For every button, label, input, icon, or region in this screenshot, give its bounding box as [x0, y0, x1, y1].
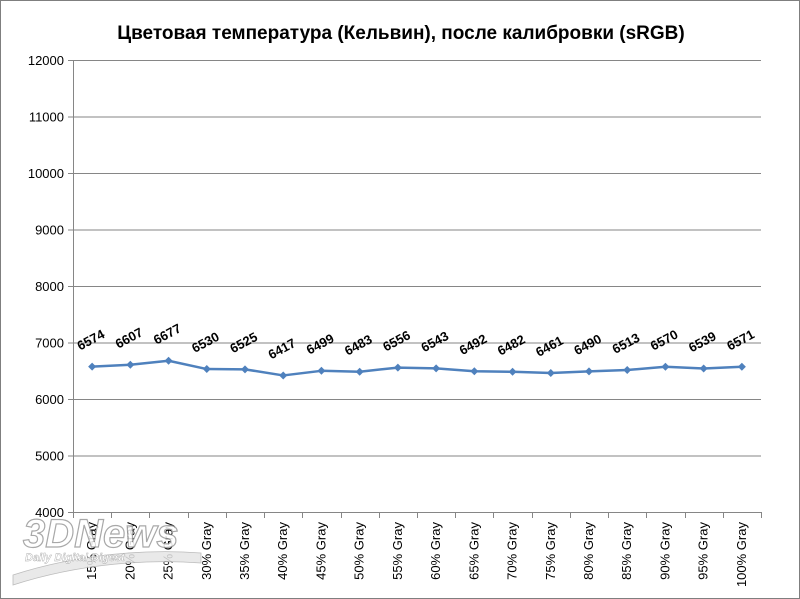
x-tick-label: 60% Gray — [428, 522, 443, 580]
data-point — [623, 366, 632, 375]
gridlines — [73, 60, 761, 513]
data-point — [355, 367, 364, 376]
data-label: 6570 — [648, 327, 681, 354]
data-point — [508, 367, 517, 376]
data-point — [164, 356, 173, 365]
x-tick-label: 30% Gray — [199, 522, 214, 580]
series-path — [92, 359, 742, 377]
x-tick-label: 70% Gray — [505, 522, 520, 580]
data-point — [393, 363, 402, 372]
x-tick-label: 80% Gray — [581, 522, 596, 580]
x-tick-label: 95% Gray — [696, 522, 711, 580]
data-point — [241, 365, 249, 374]
data-point — [126, 360, 135, 369]
x-tick-label: 100% Gray — [734, 522, 749, 588]
data-label: 6571 — [724, 327, 757, 354]
y-tick-label: 7000 — [35, 336, 64, 351]
data-label: 6556 — [380, 327, 413, 354]
y-tick-label: 4000 — [35, 505, 64, 520]
watermark-swoosh — [12, 551, 202, 586]
data-point — [470, 367, 479, 376]
x-tick-label: 65% Gray — [466, 522, 481, 580]
watermark-tagline: Daily Digital Digest — [25, 552, 126, 564]
y-tick-label: 10000 — [28, 166, 64, 181]
data-point — [546, 368, 555, 377]
y-tick-label: 8000 — [35, 279, 64, 294]
data-label: 6513 — [610, 330, 643, 357]
x-axis-ticks: 15% Gray 20% Gray 25% Gray 30% Gray 35% Gray… — [84, 522, 749, 588]
watermark-logo: 3DNews Daily Digital Digest — [12, 511, 202, 586]
x-tick-label: 40% Gray — [275, 522, 290, 580]
data-point — [737, 362, 746, 371]
chart-title: Цветовая температура (Кельвин), после ка… — [117, 23, 684, 44]
x-tick-label: 50% Gray — [352, 522, 367, 580]
series-line — [88, 356, 746, 380]
data-label: 6543 — [418, 328, 451, 355]
watermark-logo-text: 3DNews — [23, 512, 179, 556]
data-point — [202, 365, 211, 374]
data-point — [317, 366, 326, 375]
data-label: 6490 — [571, 331, 604, 358]
data-label: 6607 — [113, 325, 146, 352]
x-tick-label: 75% Gray — [543, 522, 558, 580]
data-point — [279, 371, 288, 380]
y-tick-label: 12000 — [28, 53, 64, 68]
data-label: 6530 — [189, 329, 222, 356]
x-tick-label: 25% Gray — [161, 522, 176, 580]
data-label: 6482 — [495, 332, 528, 359]
y-tick-label: 9000 — [35, 223, 64, 238]
data-label: 6492 — [457, 331, 490, 358]
x-tick-label: 35% Gray — [237, 522, 252, 580]
data-point — [88, 362, 97, 371]
data-label: 6417 — [266, 335, 299, 362]
data-labels: 6574 6607 6677 6530 6525 6417 6499 6483 6556 6543… — [74, 321, 756, 363]
y-tick-label: 6000 — [35, 392, 64, 407]
data-label: 6483 — [342, 332, 375, 359]
data-point — [432, 364, 441, 373]
x-tick-label: 20% Gray — [122, 522, 137, 580]
x-tick-label: 55% Gray — [390, 522, 405, 580]
x-tick-label: 90% Gray — [657, 522, 672, 580]
data-point — [699, 364, 708, 373]
x-tick-label: 85% Gray — [619, 522, 634, 580]
y-tick-label: 11000 — [29, 110, 64, 125]
data-point — [661, 362, 670, 371]
data-label: 6525 — [227, 329, 260, 356]
x-tick-label: 45% Gray — [313, 522, 328, 580]
y-tick-label: 5000 — [35, 449, 64, 464]
axes — [68, 60, 762, 518]
y-axis-ticks: 4000 5000 6000 7000 8000 9000 10000 11000 12000 — [28, 53, 64, 520]
data-label: 6539 — [686, 328, 719, 355]
data-label: 6499 — [304, 331, 337, 358]
data-point — [585, 367, 593, 376]
data-label: 6461 — [533, 333, 566, 360]
data-label: 6574 — [74, 326, 107, 353]
